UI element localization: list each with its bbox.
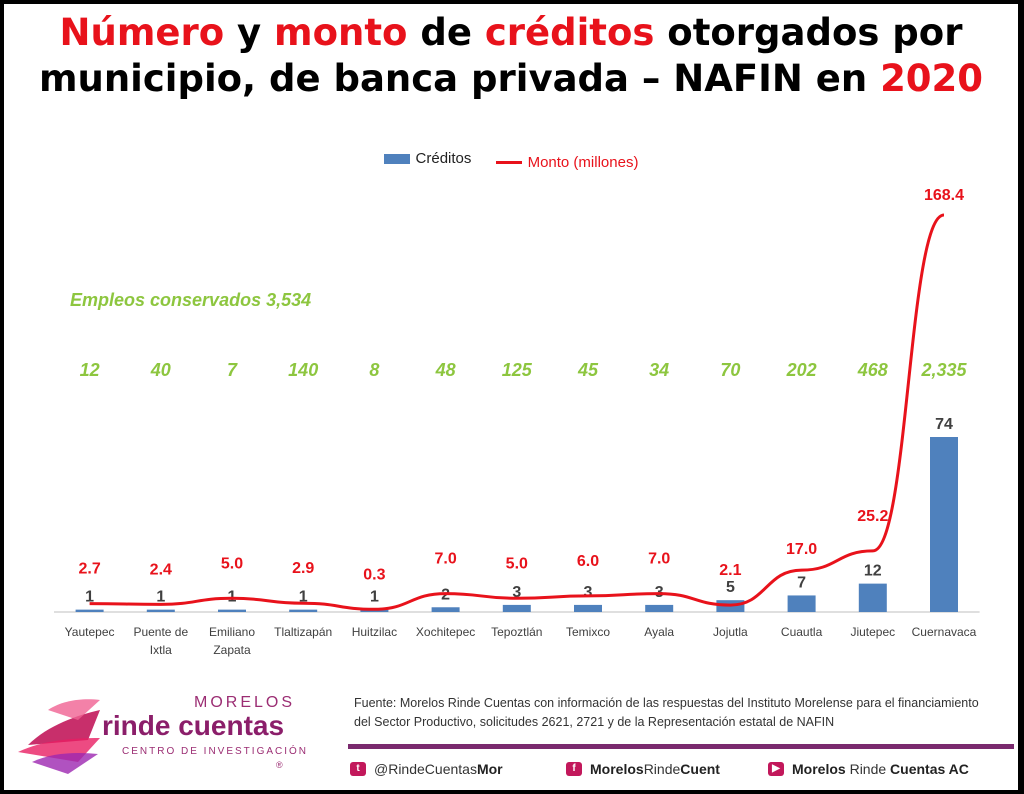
chart-plot: 1 Yautepec 12 1 Puente de Ixtla 40 1 Emiliano Zap… (54, 187, 980, 657)
category-tick-label: Xochitepec (416, 625, 475, 639)
line-value-label: 2.1 (719, 562, 741, 579)
bar-creditos (75, 609, 104, 612)
line-value-label: 5.0 (221, 555, 243, 572)
category-tick-label: Emiliano Zapata (209, 625, 255, 657)
line-value-label: 2.7 (78, 561, 100, 578)
bar-value-label: 1 (299, 589, 308, 606)
legend-item-creditos: Créditos (383, 150, 472, 167)
chart-legend: Créditos Monto (millones) (4, 150, 1018, 171)
bar-value-label: 3 (512, 584, 521, 601)
empleos-value: 468 (857, 360, 888, 380)
category-tick-label: Puente de Ixtla (133, 625, 188, 657)
logo-registered: ® (276, 760, 283, 770)
source-note: Fuente: Morelos Rinde Cuentas con inform… (354, 696, 979, 729)
empleos-value: 40 (150, 360, 171, 380)
category-tick-label: Yautepec (65, 625, 115, 639)
bar-creditos (360, 609, 389, 612)
bar-creditos (930, 437, 958, 612)
social-youtube-text: Morelos Rinde Cuentas AC (792, 761, 969, 777)
empleos-value: 140 (288, 360, 318, 380)
line-value-label: 7.0 (648, 551, 670, 568)
title-part: créditos (484, 11, 655, 54)
bar-creditos (289, 609, 318, 612)
category-tick-label: Temixco (566, 625, 610, 639)
bar-value-label: 1 (156, 589, 165, 606)
line-value-label: 25.2 (857, 508, 888, 525)
category-tick-label: Cuernavaca (912, 625, 977, 639)
category-tick-label: Jojutla (713, 625, 748, 639)
category-tick-label: Ayala (644, 625, 674, 639)
line-value-label: 168.4 (924, 187, 964, 204)
empleos-value: 34 (649, 360, 669, 380)
bar-value-label: 1 (370, 589, 379, 606)
title-part: municipio, de banca privada – NAFIN en (38, 57, 881, 100)
social-facebook[interactable]: f MorelosRindeCuent (566, 761, 720, 777)
legend-label-monto: Monto (millones) (527, 153, 639, 171)
legend-item-monto: Monto (millones) (495, 153, 639, 171)
empleos-value: 45 (577, 360, 599, 380)
bar-creditos (502, 604, 531, 612)
title-part: Número (59, 11, 225, 54)
line-value-label: 5.0 (506, 555, 528, 572)
facebook-icon: f (566, 762, 582, 776)
bar-value-label: 3 (584, 584, 593, 601)
twitter-icon: t (350, 762, 366, 776)
line-value-label: 7.0 (434, 551, 456, 568)
legend-label-creditos: Créditos (415, 150, 472, 167)
legend-swatch-line (495, 160, 522, 164)
social-twitter-text: @RindeCuentasMor (374, 761, 503, 777)
bar-creditos (218, 609, 246, 612)
bar-value-label: 1 (85, 589, 94, 606)
empleos-value: 48 (435, 360, 456, 380)
title-part: y (224, 11, 275, 54)
infographic: Número y monto de créditos otorgados por… (4, 4, 1018, 790)
line-value-label: 2.4 (150, 561, 172, 578)
chart-title: Número y monto de créditos otorgados por… (4, 10, 1018, 102)
footer-divider (348, 744, 1014, 749)
logo-text-centro: CENTRO DE INVESTIGACIÓN (122, 746, 309, 757)
category-tick-label: Huitzilac (352, 625, 397, 639)
empleos-value: 2,335 (920, 360, 967, 380)
empleos-value: 12 (80, 360, 100, 380)
legend-swatch-bar (383, 153, 410, 164)
empleos-value: 8 (369, 360, 379, 380)
line-value-label: 17.0 (786, 541, 817, 558)
bar-value-label: 12 (864, 563, 882, 580)
category-tick-label: Cuautla (781, 625, 823, 639)
title-part: de (407, 11, 485, 54)
bar-value-label: 7 (797, 574, 806, 591)
logo-text-rinde-cuentas: rinde cuentas (102, 710, 285, 741)
bar-value-label: 5 (726, 579, 735, 596)
bar-value-label: 74 (935, 416, 953, 433)
line-value-label: 2.9 (292, 560, 314, 577)
social-twitter[interactable]: t @RindeCuentasMor (350, 761, 503, 777)
bar-creditos (574, 604, 602, 612)
empleos-value: 70 (720, 360, 740, 380)
title-part: monto (274, 11, 408, 54)
empleos-value: 202 (786, 360, 817, 380)
social-facebook-text: MorelosRindeCuent (590, 761, 720, 777)
category-tick-label: Tepoztlán (491, 625, 542, 639)
empleos-label: Empleos conservados 3,534 (70, 290, 312, 310)
logo: MORELOS rinde cuentas CENTRO DE INVESTIG… (18, 690, 318, 780)
line-value-label: 6.0 (577, 553, 599, 570)
bar-creditos (787, 595, 816, 612)
category-tick-label: Jiutepec (850, 625, 895, 639)
social-youtube[interactable]: ▶ Morelos Rinde Cuentas AC (768, 761, 969, 777)
bar-creditos (645, 604, 674, 612)
category-tick-label: Tlaltizapán (274, 625, 332, 639)
title-part: 2020 (880, 57, 984, 100)
bar-creditos (146, 609, 175, 612)
line-monto (89, 213, 945, 611)
logo-text-morelos: MORELOS (194, 694, 296, 711)
logo-mark-icon (18, 699, 100, 774)
bar-creditos (858, 583, 887, 612)
empleos-value: 7 (227, 360, 238, 380)
empleos-value: 125 (502, 360, 533, 380)
bar-creditos (431, 607, 460, 612)
youtube-icon: ▶ (768, 762, 784, 776)
title-part: otorgados por (654, 11, 963, 54)
line-value-label: 0.3 (363, 566, 385, 583)
